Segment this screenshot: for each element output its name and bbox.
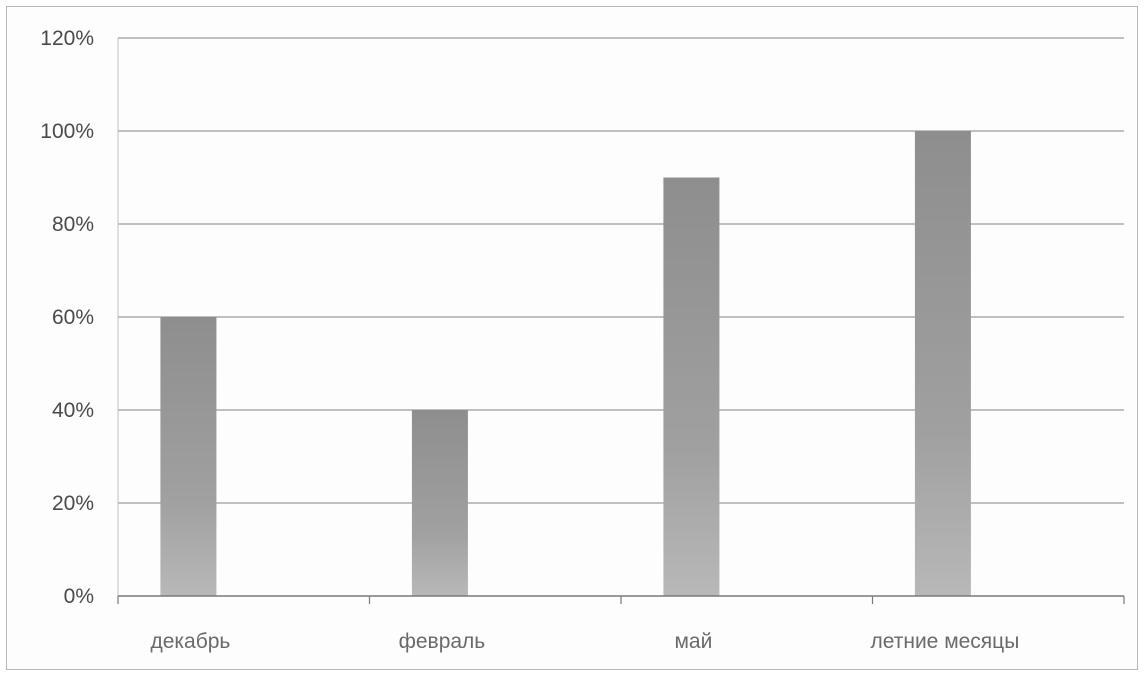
x-category-label: февраль	[399, 630, 486, 653]
x-axis	[117, 38, 1125, 604]
y-tick-label: 120%	[40, 27, 94, 50]
x-category-label: летние месяцы	[871, 630, 1020, 653]
y-tick-label: 40%	[52, 399, 94, 422]
y-tick-label: 100%	[40, 120, 94, 143]
x-category-label: декабрь	[150, 630, 230, 653]
x-category-label: май	[674, 630, 712, 653]
bar-3	[663, 177, 720, 596]
bar-4	[914, 131, 971, 596]
bar-2	[411, 410, 468, 596]
y-tick-label: 80%	[52, 213, 94, 236]
y-tick-label: 20%	[52, 492, 94, 515]
bar-1	[160, 317, 217, 596]
y-tick-label: 0%	[64, 585, 94, 608]
x-axis-category-labels: декабрь февраль май летние месяцы	[150, 630, 1019, 653]
y-tick-label: 60%	[52, 306, 94, 329]
y-axis-tick-labels: 0% 20% 40% 60% 80% 100% 120%	[40, 27, 94, 608]
gridlines	[118, 37, 1124, 504]
bars	[160, 131, 971, 596]
